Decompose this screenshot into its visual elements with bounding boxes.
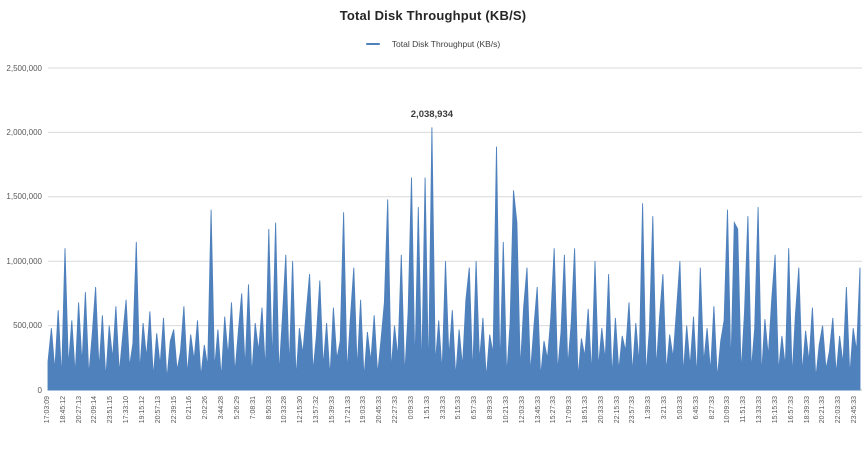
y-axis-label: 2,500,000 [6,63,42,73]
x-axis-label: 2:02:26 [202,396,210,420]
x-axis-label: 22:09:14 [91,396,99,424]
x-axis-label: 18:45:12 [59,396,67,424]
x-axis-label: 23:45:33 [851,396,858,424]
x-axis-label: 17:33:10 [123,396,131,424]
y-axis-label: 1,500,000 [6,192,42,202]
x-axis-label: 0:21:16 [186,396,194,420]
x-axis-label: 17:09:33 [566,396,574,424]
x-axis-label: 10:21:33 [502,396,510,424]
x-axis-label: 7:08:31 [249,396,257,420]
x-axis-label: 20:21:33 [819,396,827,424]
x-axis-label: 12:03:33 [518,396,526,424]
x-axis-label: 1:39:33 [645,396,653,420]
legend: Total Disk Throughput (KB/s) [0,37,866,51]
x-axis-label: 5:26:29 [233,396,241,420]
x-axis-label: 17:21:33 [344,396,352,424]
x-axis-label: 20:45:33 [376,396,384,424]
x-axis-label: 23:57:33 [629,396,637,424]
x-axis-label: 0:09:33 [407,396,415,420]
x-axis-label: 3:21:33 [661,396,669,420]
x-axis-label: 19:03:33 [360,396,368,424]
chart-title: Total Disk Throughput (KB/S) [339,8,527,23]
legend-label: Total Disk Throughput (KB/s) [391,39,501,49]
y-axis-label: 500,000 [13,321,42,331]
legend-line-marker [365,42,380,46]
x-axis-label: 3:44:28 [218,396,226,420]
throughput-series [47,127,861,391]
x-axis-label: 11:51:33 [740,396,748,423]
x-axis-label: 20:57:13 [154,396,162,424]
peak-annotation: 2,038,934 [410,108,454,120]
x-axis-label: 22:39:15 [170,396,178,424]
x-axis-label: 22:27:33 [392,396,400,424]
x-axis-label: 15:15:33 [771,396,779,424]
x-axis-label: 1:51:33 [423,396,431,420]
x-axis-label: 20:33:33 [597,396,605,424]
x-axis-label: 5:03:33 [676,396,684,420]
x-axis-label: 15:39:33 [328,396,336,424]
x-axis-label: 8:27:33 [708,396,716,420]
x-axis-label: 23:51:15 [107,396,115,424]
x-axis-label: 22:03:33 [835,396,843,424]
x-axis-label: 13:57:32 [313,396,320,424]
x-axis-label: 13:45:33 [534,396,542,424]
x-axis-label: 8:50:33 [265,396,273,420]
x-axis-label: 18:51:33 [582,396,589,424]
x-axis-label: 20:27:13 [75,396,83,424]
x-axis-label: 15:27:33 [550,396,558,424]
x-axis-label: 12:15:30 [297,396,305,424]
x-axis-label: 10:33:28 [281,396,289,424]
x-axis-label: 22:15:33 [613,396,621,424]
x-axis-label: 5:15:33 [455,396,463,420]
x-axis-label: 8:39:33 [487,396,495,420]
y-axis-label: 2,000,000 [6,127,42,137]
x-axis-label: 10:09:33 [724,396,732,424]
x-axis-label: 6:57:33 [471,396,479,420]
x-axis-label: 3:33:33 [439,396,447,420]
y-axis-label: 0 [37,385,42,395]
x-axis-label: 16:57:33 [787,396,795,424]
x-axis-label: 13:33:33 [756,396,764,424]
x-axis-label: 6:45:33 [692,396,700,420]
x-axis-label: 18:39:33 [803,396,811,424]
x-axis-label: 17:03:09 [44,396,51,424]
x-axis-label: 19:15:12 [138,396,146,424]
y-axis-label: 1,000,000 [6,256,42,266]
